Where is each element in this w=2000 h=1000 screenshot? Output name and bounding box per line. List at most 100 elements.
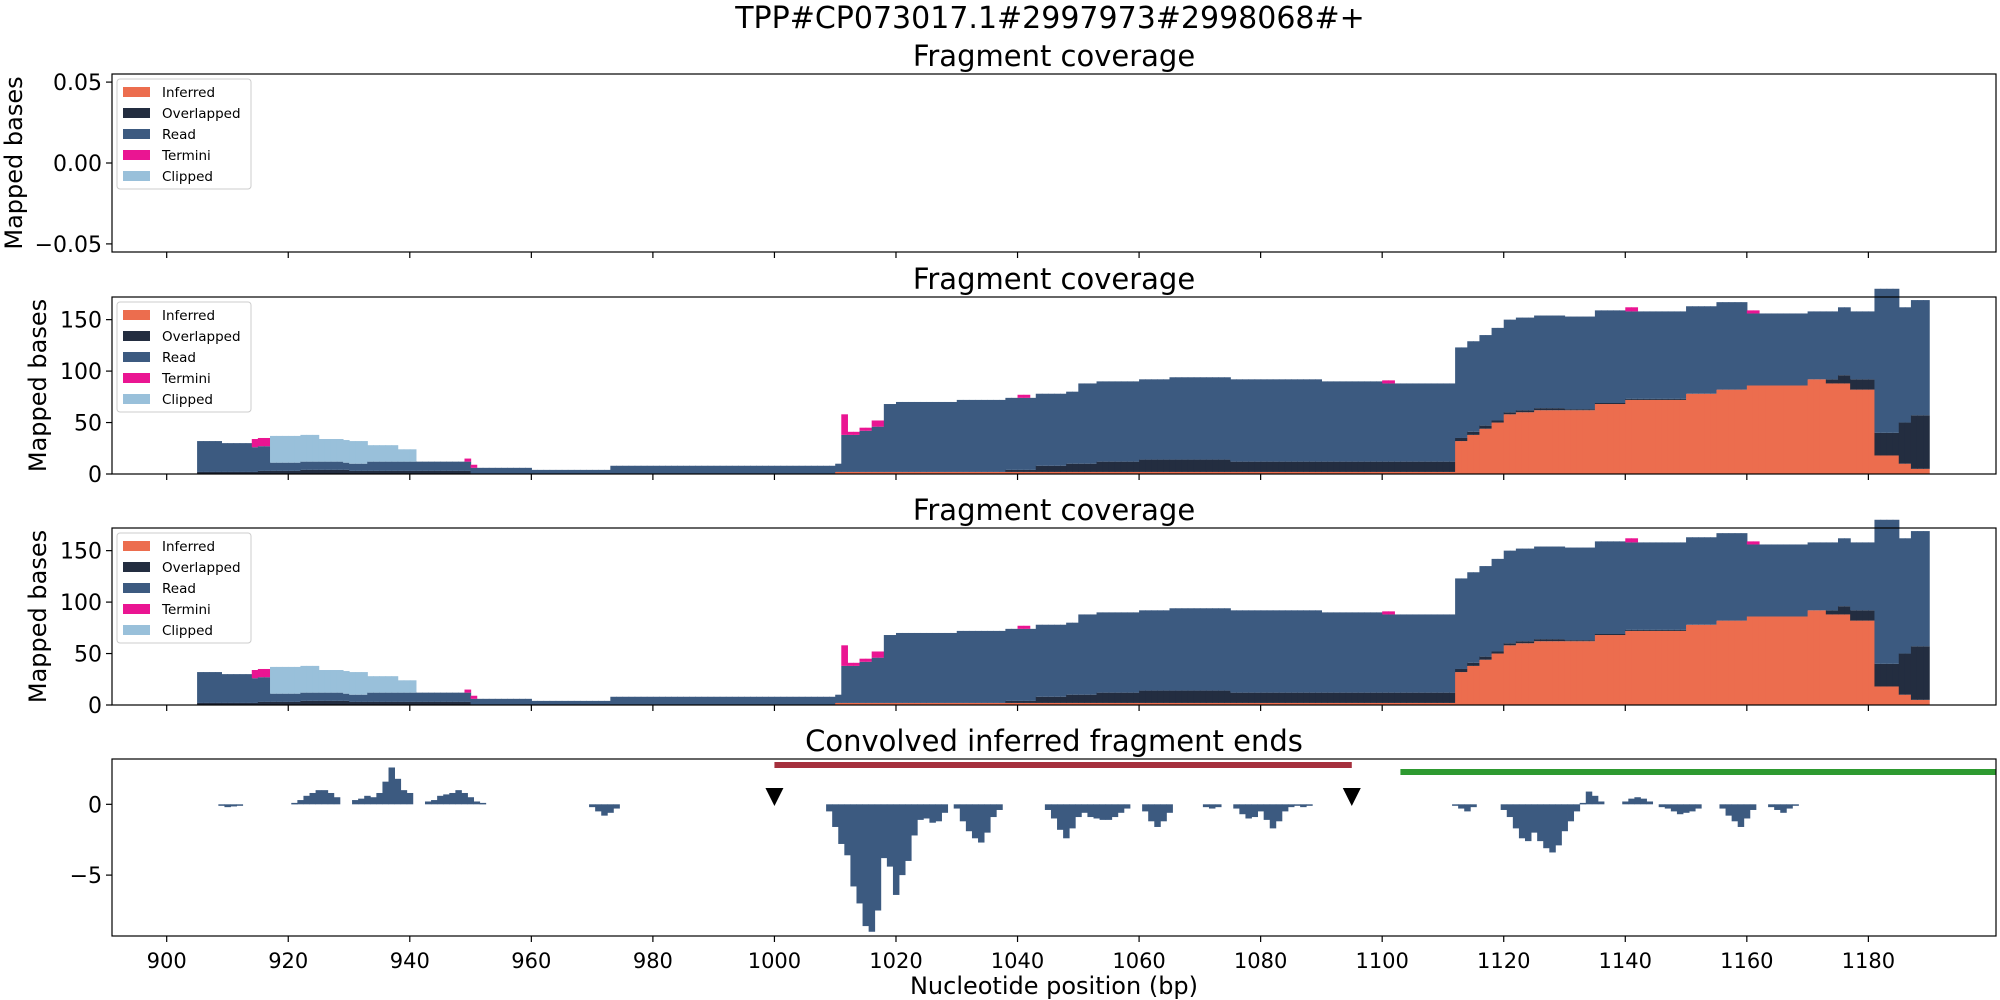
coverage-bar-inferred [1582,410,1590,474]
coverage-bar-overlapped [1844,606,1851,615]
coverage-bar-overlapped [1862,379,1869,390]
coverage-bar-inferred [1078,471,1085,474]
convolved-bar [1664,804,1672,809]
convolved-bar [309,792,316,805]
coverage-bar-read [750,696,757,705]
coverage-bar-read [1394,614,1402,693]
coverage-bar-inferred [1236,702,1243,705]
coverage-bar-read [665,465,672,474]
coverage-bar-overlapped [1291,461,1298,472]
coverage-bar-overlapped [1181,690,1189,703]
coverage-bar-inferred [1108,702,1116,705]
coverage-bar-inferred [1133,702,1140,705]
coverage-bar-overlapped [1333,692,1341,703]
coverage-bar-read [737,465,745,474]
coverage-bar-overlapped [215,702,222,705]
coverage-bar-read [1509,319,1517,413]
coverage-bar-read [829,696,836,705]
coverage-bar-inferred [987,471,994,474]
panel-frame [111,296,1997,475]
coverage-bar-read [956,630,964,703]
coverage-bar-read [1643,542,1651,630]
coverage-bar-read [1600,310,1608,403]
coverage-bar-inferred [1339,471,1347,474]
coverage-bar-overlapped [1090,463,1098,472]
coverage-bar-overlapped [1072,463,1079,472]
coverage-bar-read [397,692,405,702]
coverage-bar-termini [847,662,855,666]
coverage-bar-read [330,461,338,470]
coverage-bar-overlapped [1163,459,1171,472]
coverage-bar-read [1345,381,1353,462]
coverage-bar-read [1297,379,1304,462]
convolved-bar [1719,804,1726,809]
coverage-bar-read [968,399,976,472]
coverage-bar-overlapped [1169,459,1177,472]
coverage-bar-overlapped [367,470,374,474]
coverage-bar-inferred [1212,471,1219,474]
coverage-bar-overlapped [1394,692,1402,703]
coverage-bar-overlapped [1534,639,1541,642]
coverage-bar-clipped [409,449,417,462]
coverage-bar-overlapped [209,471,216,474]
coverage-bar-inferred [1102,471,1110,474]
coverage-bar-inferred [1473,434,1481,474]
coverage-bar-read [1886,519,1894,664]
coverage-bar-inferred [968,702,976,705]
coverage-bar-read [1631,311,1639,399]
coverage-bar-inferred [1783,385,1790,474]
coverage-bar-inferred [1139,702,1146,705]
convolved-bar [1093,804,1100,819]
coverage-bar-read [695,696,703,705]
coverage-bar-inferred [1886,455,1894,474]
coverage-bar-termini [871,420,879,427]
coverage-bar-read [288,462,295,471]
coverage-bar-overlapped [446,470,453,474]
marker-triangle [1342,788,1361,806]
coverage-bar-read [756,465,763,474]
coverage-bar-overlapped [1673,398,1681,400]
convolved-bar [1233,804,1240,809]
convolved-bar [1506,804,1514,818]
coverage-bar-read [1807,311,1815,380]
coverage-bar-read [950,401,958,472]
coverage-bar-inferred [1418,702,1426,705]
convolved-bar [1202,804,1210,808]
coverage-bar-inferred [974,471,982,474]
coverage-bar-inferred [1151,702,1158,705]
coverage-bar-read [798,465,806,474]
coverage-bar-overlapped [1521,410,1529,413]
coverage-bar-overlapped [1880,432,1888,456]
coverage-bar-inferred [1813,379,1821,474]
coverage-bar-inferred [1570,641,1578,705]
coverage-bar-overlapped [342,700,350,705]
coverage-bar-read [999,399,1006,472]
coverage-bar-inferred [1449,702,1456,705]
coverage-bar-read [938,632,946,703]
coverage-bar-overlapped [1886,432,1894,456]
convolved-bar [826,804,833,812]
legend-label: Clipped [162,169,213,185]
coverage-bar-read [1084,614,1092,695]
coverage-bar-clipped [276,435,283,463]
coverage-bar-read [1084,383,1092,464]
coverage-bar-read [902,401,909,472]
coverage-bar-inferred [1054,471,1061,474]
convolved-bar [1117,804,1125,813]
coverage-bar-read [610,465,618,474]
panel-title: Fragment coverage [913,493,1195,527]
coverage-bar-read [434,461,441,471]
coverage-bar-read [1862,542,1869,611]
coverage-bar-termini [1752,541,1760,545]
coverage-bar-read [1412,383,1420,462]
coverage-bar-inferred [1035,702,1043,705]
coverage-bar-inferred [1120,702,1128,705]
coverage-bar-read [500,698,508,705]
coverage-bar-read [1844,538,1851,607]
coverage-bar-read [428,461,435,471]
coverage-bar-overlapped [1199,690,1207,703]
coverage-bar-overlapped [306,700,314,705]
coverage-bar-read [324,461,332,470]
coverage-bar-read [1765,544,1772,617]
convolved-bar [941,804,949,813]
